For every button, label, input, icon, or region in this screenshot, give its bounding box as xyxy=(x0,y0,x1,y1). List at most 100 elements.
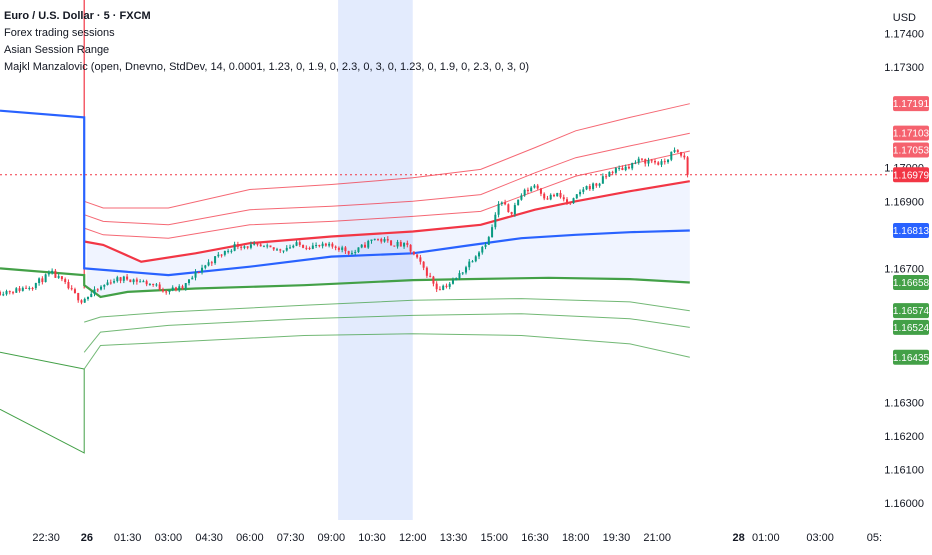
candle-body xyxy=(363,244,366,248)
candle-body xyxy=(165,291,168,293)
candle-body xyxy=(155,284,158,286)
price-tag-bg xyxy=(893,319,929,335)
time-tick-label: 13:30 xyxy=(440,532,468,544)
candle-body xyxy=(377,238,380,240)
candle-body xyxy=(474,256,477,262)
candle-body xyxy=(73,289,76,294)
legend-indicator-asian-range[interactable]: Asian Session Range xyxy=(4,44,110,56)
time-tick-label: 03:00 xyxy=(155,532,183,544)
candle-body xyxy=(142,281,145,283)
candle-body xyxy=(429,275,432,277)
candle-body xyxy=(350,252,353,254)
candle-body xyxy=(683,155,686,158)
legend-symbol[interactable]: Euro / U.S. Dollar · 5 · FXCM xyxy=(4,10,151,22)
price-tag-label: 1.16435 xyxy=(893,353,930,364)
price-tag-label: 1.16524 xyxy=(893,323,930,334)
candle-body xyxy=(47,273,50,275)
candle-body xyxy=(432,276,435,284)
candle-body xyxy=(266,245,269,247)
candle-body xyxy=(536,185,539,189)
candle-body xyxy=(510,211,513,215)
candle-body xyxy=(311,245,314,249)
candle-body xyxy=(302,244,305,248)
price-tag-bg xyxy=(893,349,929,365)
candle-body xyxy=(67,282,70,289)
candle-body xyxy=(393,245,396,247)
legend-indicator-sessions[interactable]: Forex trading sessions xyxy=(4,27,115,39)
candle-body xyxy=(667,159,670,163)
currency-label[interactable]: USD xyxy=(892,12,916,24)
candle-body xyxy=(25,287,28,289)
candle-body xyxy=(592,183,595,190)
candle-body xyxy=(631,162,634,169)
candle-body xyxy=(605,176,608,178)
price-tag-bg xyxy=(893,96,929,112)
candle-body xyxy=(282,250,285,252)
candle-body xyxy=(526,189,529,192)
candle-body xyxy=(533,185,536,188)
candle-body xyxy=(328,243,331,246)
candle-body xyxy=(253,243,256,245)
candle-body xyxy=(341,247,344,250)
price-tag: 1.16979 xyxy=(893,167,930,183)
candle-body xyxy=(90,293,93,297)
price-tag-label: 1.16574 xyxy=(893,306,930,317)
candle-body xyxy=(624,166,627,171)
candle-body xyxy=(478,252,481,257)
candle-body xyxy=(494,214,497,228)
time-axis[interactable]: 22:30 26 01:30 03:00 04:30 06:00 07:30 09:00 10:… xyxy=(32,532,882,544)
candle-body xyxy=(331,243,334,247)
candle-body xyxy=(344,247,347,252)
candle-body xyxy=(373,238,376,240)
candle-body xyxy=(305,247,308,249)
session-highlight-band xyxy=(338,0,413,520)
candle-body xyxy=(227,250,230,252)
price-tags: 1.17191 1.17103 1.17053 1.16979 1.16813 1.166… xyxy=(893,96,930,365)
lower-band-3 xyxy=(83,333,690,370)
price-tag: 1.16813 xyxy=(893,222,930,238)
candle-body xyxy=(595,183,598,186)
candle-body xyxy=(543,193,546,199)
time-tick-label: 07:30 xyxy=(277,532,305,544)
candle-body xyxy=(57,276,60,278)
candle-body xyxy=(113,281,116,283)
price-tag: 1.17191 xyxy=(893,96,930,112)
price-tag: 1.16524 xyxy=(893,319,930,335)
time-tick-label: 19:30 xyxy=(603,532,631,544)
time-tick-label: 21:00 xyxy=(643,532,671,544)
candle-body xyxy=(614,168,617,173)
candle-body xyxy=(201,267,204,273)
candle-body xyxy=(246,246,249,248)
candle-body xyxy=(517,199,520,206)
candle-body xyxy=(416,254,419,258)
price-tag-label: 1.17103 xyxy=(893,129,930,140)
price-axis[interactable]: 1.174001.173001.170001.169001.167001.163… xyxy=(884,29,924,511)
candle-body xyxy=(191,277,194,280)
candle-body xyxy=(601,176,604,184)
candle-body xyxy=(579,191,582,195)
candle-body xyxy=(318,245,321,247)
candle-body xyxy=(269,245,272,248)
candle-body xyxy=(334,246,337,248)
candle-body xyxy=(670,151,673,160)
upper-band-1 xyxy=(84,150,690,239)
indicator-lines xyxy=(0,0,690,454)
candle-body xyxy=(236,244,239,247)
candle-body xyxy=(109,282,112,284)
candle-body xyxy=(86,296,89,299)
legend-indicator-manzalovic[interactable]: Majkl Manzalovic (open, Dnevno, StdDev, … xyxy=(4,61,530,73)
price-tag-label: 1.17053 xyxy=(893,145,930,156)
chart-legend: Euro / U.S. Dollar · 5 · FXCM Forex trad… xyxy=(4,8,529,76)
candle-body xyxy=(38,278,41,284)
price-tag: 1.16574 xyxy=(893,303,930,319)
time-tick-label: 01:00 xyxy=(752,532,780,544)
candle-body xyxy=(357,247,360,252)
candle-body xyxy=(214,256,217,264)
candle-body xyxy=(230,250,233,252)
candle-body xyxy=(194,272,197,278)
time-tick-label: 03:00 xyxy=(806,532,834,544)
candle-body xyxy=(93,289,96,294)
candle-body xyxy=(337,247,340,250)
